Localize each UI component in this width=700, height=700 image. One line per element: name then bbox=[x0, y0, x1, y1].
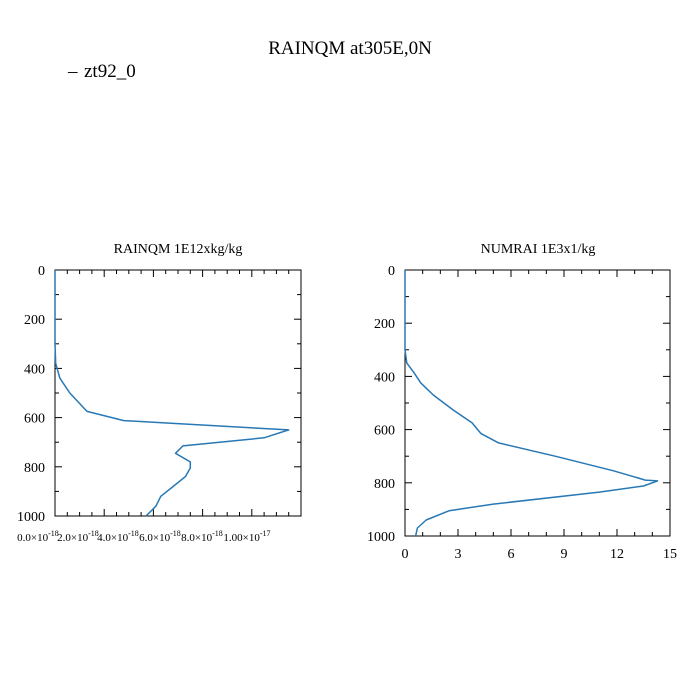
y-tick-label: 1000 bbox=[367, 530, 395, 545]
x-tick-label: 15 bbox=[663, 547, 677, 562]
legend-marker: – bbox=[67, 61, 78, 82]
y-tick-label: 0 bbox=[388, 264, 395, 279]
x-tick-label: 8.0×10-18 bbox=[181, 529, 223, 544]
y-tick-label: 600 bbox=[24, 412, 45, 427]
y-tick-labels-numrai: 0 200 400 600 800 1000 bbox=[367, 264, 395, 545]
x-tick-label: 2.0×10-18 bbox=[57, 529, 99, 544]
panel-numrai: NUMRAI 1E3x1/kg 0 200 400 600 800 1000 0 3 6 9 12… bbox=[367, 242, 677, 562]
tick-marks-numrai bbox=[404, 269, 671, 537]
x-tick-label: 6.0×10-18 bbox=[139, 529, 181, 544]
panel-title-numrai: NUMRAI 1E3x1/kg bbox=[481, 242, 596, 257]
x-tick-label: 12 bbox=[610, 547, 624, 562]
plot-frame-rainqm bbox=[54, 269, 302, 517]
x-tick-label: 9 bbox=[561, 547, 568, 562]
x-tick-label: 0.0×10-18 bbox=[17, 529, 59, 544]
tick-marks-rainqm bbox=[54, 269, 302, 517]
y-tick-labels-rainqm: 0 200 400 600 800 1000 bbox=[17, 264, 45, 525]
y-tick-label: 400 bbox=[24, 362, 45, 377]
x-tick-label: 1.00×10-17 bbox=[223, 529, 270, 544]
y-tick-label: 400 bbox=[374, 370, 395, 385]
legend: – zt92_0 bbox=[67, 61, 136, 82]
x-tick-label: 3 bbox=[455, 547, 462, 562]
x-tick-labels-numrai: 0 3 6 9 12 15 bbox=[402, 547, 678, 562]
y-tick-label: 1000 bbox=[17, 510, 45, 525]
x-tick-label: 6 bbox=[508, 547, 515, 562]
panel-rainqm: RAINQM 1E12xkg/kg 0 200 400 600 800 1000 0.0×… bbox=[17, 242, 302, 544]
x-tick-labels-rainqm: 0.0×10-182.0×10-184.0×10-18 6.0×10-18 8.0×… bbox=[17, 529, 270, 544]
x-tick-label: 0 bbox=[402, 547, 409, 562]
y-tick-label: 0 bbox=[38, 264, 45, 279]
chart-title: RAINQM at305E,0N bbox=[268, 38, 432, 59]
y-tick-label: 800 bbox=[24, 461, 45, 476]
x-tick-label: 4.0×10-18 bbox=[97, 529, 139, 544]
panel-title-rainqm: RAINQM 1E12xkg/kg bbox=[114, 242, 243, 257]
y-tick-label: 200 bbox=[374, 317, 395, 332]
y-tick-label: 600 bbox=[374, 424, 395, 439]
legend-label: zt92_0 bbox=[84, 61, 136, 82]
series-line-rainqm-zt92_0 bbox=[54, 270, 290, 517]
series-line-numrai-zt92_0 bbox=[404, 270, 659, 537]
y-tick-label: 200 bbox=[24, 313, 45, 328]
y-tick-label: 800 bbox=[374, 477, 395, 492]
